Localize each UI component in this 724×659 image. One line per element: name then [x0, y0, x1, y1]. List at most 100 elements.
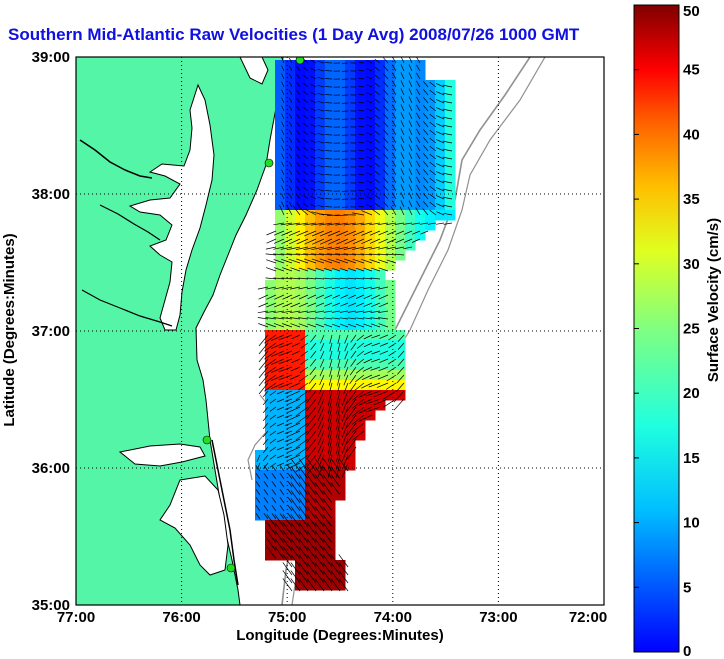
velocity-arrow	[429, 81, 437, 88]
velocity-arrow	[315, 317, 325, 320]
velocity-cell	[415, 80, 426, 91]
map-area	[76, 57, 604, 605]
velocity-cell	[375, 240, 386, 251]
velocity-arrow	[258, 302, 269, 308]
velocity-cell	[395, 60, 406, 71]
velocity-arrow	[435, 187, 445, 192]
velocity-arrow	[369, 230, 381, 236]
velocity-arrow	[374, 163, 381, 168]
velocity-cell	[445, 130, 456, 141]
velocity-cell	[275, 230, 286, 241]
velocity-cell	[335, 560, 346, 571]
velocity-cell	[375, 170, 386, 181]
velocity-cell	[285, 340, 296, 351]
velocity-cell	[265, 480, 276, 491]
velocity-arrow	[323, 267, 333, 272]
velocity-cell	[355, 60, 366, 71]
velocity-arrow	[296, 106, 301, 112]
velocity-cell	[285, 480, 296, 491]
velocity-arrow	[370, 277, 381, 280]
velocity-arrow	[281, 145, 285, 152]
velocity-arrow	[400, 88, 405, 96]
james-river	[81, 289, 173, 327]
velocity-arrow	[310, 155, 317, 160]
velocity-arrow	[383, 129, 389, 136]
velocity-arrow	[408, 120, 413, 128]
velocity-arrow	[435, 195, 445, 200]
velocity-cell	[315, 420, 326, 431]
velocity-cell	[325, 310, 336, 321]
velocity-arrow	[303, 246, 317, 250]
velocity-arrow	[416, 184, 421, 192]
velocity-arrow	[400, 160, 405, 168]
velocity-arrow	[310, 75, 317, 80]
velocity-arrow	[442, 132, 453, 136]
velocity-arrow	[350, 350, 357, 359]
velocity-arrow	[335, 222, 349, 226]
velocity-cell	[315, 170, 326, 181]
velocity-cell	[275, 390, 286, 401]
velocity-cell	[425, 160, 436, 171]
velocity-arrow	[317, 124, 325, 128]
velocity-arrow	[336, 390, 341, 406]
velocity-cell	[385, 290, 396, 301]
velocity-arrow	[327, 222, 341, 226]
velocity-arrow	[296, 238, 309, 245]
velocity-arrow	[265, 277, 277, 280]
velocity-arrow	[284, 430, 293, 434]
velocity-arrow	[281, 317, 293, 320]
velocity-arrow	[288, 161, 293, 168]
velocity-cell	[405, 80, 416, 91]
velocity-arrow	[325, 134, 333, 136]
velocity-cell	[365, 200, 376, 211]
velocity-cell	[375, 60, 386, 71]
velocity-arrow	[303, 222, 317, 226]
velocity-arrow	[310, 131, 317, 136]
velocity-cell	[355, 160, 366, 171]
velocity-cell	[365, 80, 376, 91]
velocity-arrow	[322, 546, 333, 560]
x-axis: 77:00 76:00 75:00 74:00 73:00 72:00 Long…	[57, 609, 607, 644]
velocity-arrow	[435, 163, 445, 168]
velocity-arrow	[281, 258, 293, 264]
velocity-arrow	[281, 185, 285, 192]
velocity-arrow	[309, 358, 317, 367]
velocity-cell	[345, 460, 356, 471]
velocity-arrow	[290, 490, 301, 504]
velocity-cell	[265, 520, 276, 531]
velocity-cell	[325, 330, 336, 341]
velocity-cell	[265, 490, 276, 501]
velocity-arrow	[322, 514, 333, 528]
velocity-arrow	[317, 398, 325, 413]
velocity-arrow	[377, 246, 389, 250]
velocity-arrow	[281, 65, 285, 72]
velocity-cell	[355, 380, 366, 391]
velocity-cell	[435, 210, 446, 221]
velocity-arrow	[363, 323, 373, 328]
velocity-arrow	[394, 253, 405, 256]
velocity-arrow	[374, 187, 381, 192]
velocity-cell	[275, 220, 286, 231]
velocity-arrow	[356, 334, 365, 341]
velocity-arrow	[378, 267, 389, 272]
velocity-cell	[375, 120, 386, 131]
velocity-cell	[265, 470, 276, 481]
velocity-arrow	[342, 462, 349, 478]
velocity-cell	[275, 270, 286, 281]
velocity-arrow	[322, 458, 333, 472]
velocity-cell	[285, 510, 296, 521]
velocity-arrow	[263, 481, 269, 488]
velocity-cell	[335, 130, 346, 141]
velocity-cell	[305, 550, 316, 561]
velocity-cell	[345, 290, 356, 301]
velocity-arrow	[320, 334, 325, 344]
velocity-arrow	[366, 204, 373, 208]
velocity-arrow	[323, 277, 333, 280]
velocity-cell	[285, 370, 296, 381]
velocity-cell	[285, 300, 296, 311]
velocity-arrow	[325, 166, 333, 168]
velocity-arrow	[322, 554, 333, 568]
velocity-arrow	[306, 474, 317, 488]
velocity-arrow	[314, 570, 325, 584]
velocity-arrow	[269, 422, 277, 428]
